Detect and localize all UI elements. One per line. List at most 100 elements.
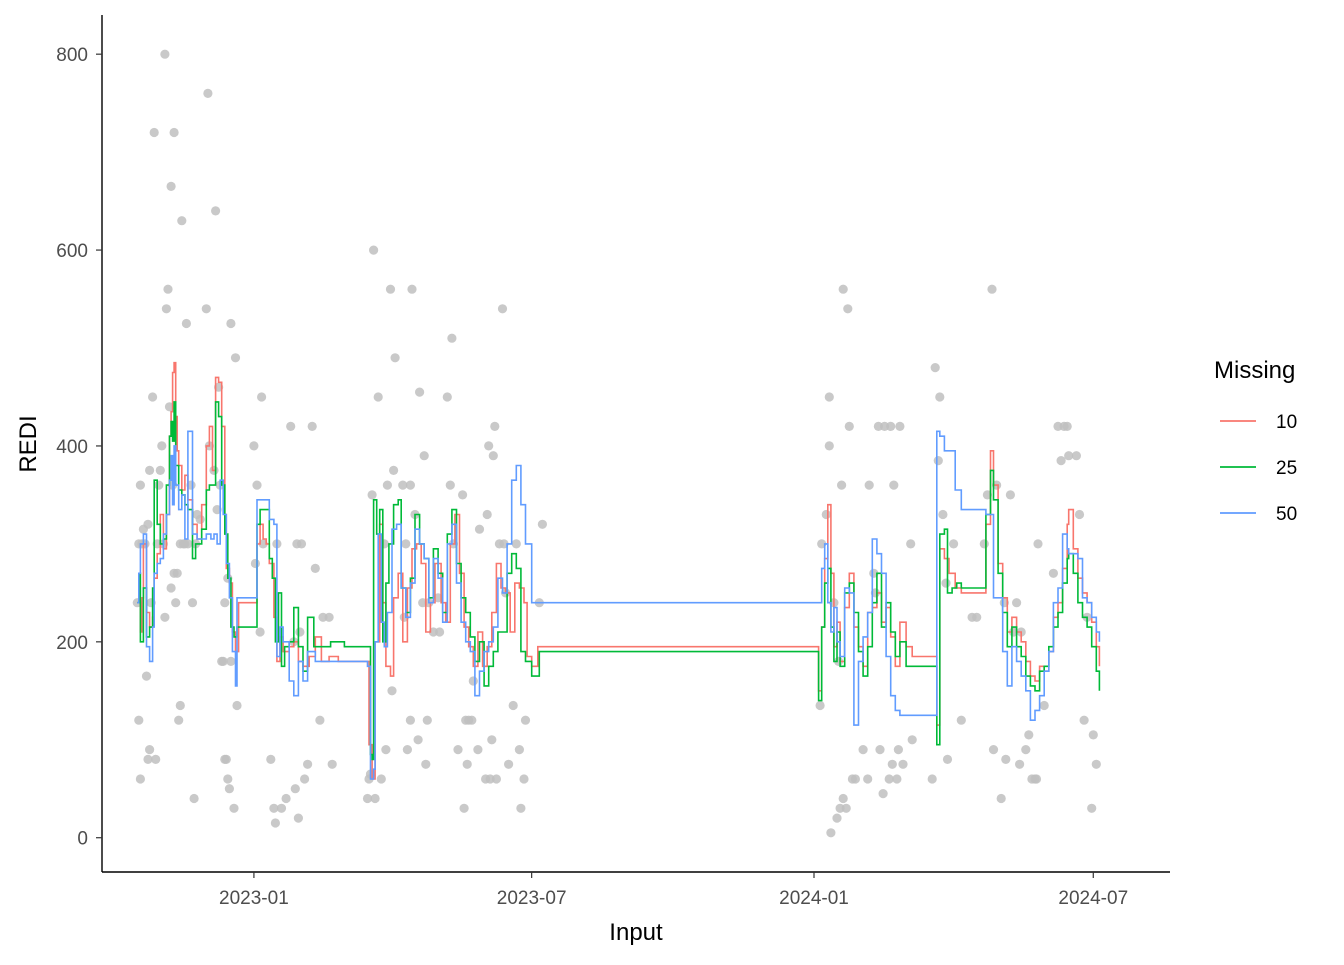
data-point <box>979 539 989 549</box>
data-point <box>369 245 379 255</box>
data-point <box>169 127 179 138</box>
data-point <box>930 363 940 373</box>
data-point <box>1021 745 1031 755</box>
y-tick-label: 600 <box>56 241 88 262</box>
data-point <box>157 441 167 451</box>
data-point <box>141 671 152 681</box>
data-point <box>487 735 497 745</box>
data-point <box>898 759 908 769</box>
data-point <box>942 754 953 765</box>
data-point <box>303 759 313 769</box>
data-point <box>1001 754 1011 765</box>
data-point <box>370 793 380 804</box>
data-point <box>249 441 259 451</box>
data-point <box>445 480 455 490</box>
data-point <box>467 715 477 725</box>
data-point <box>290 784 300 794</box>
data-point <box>1071 451 1081 461</box>
data-point <box>906 539 916 549</box>
data-point <box>385 284 396 294</box>
data-point <box>887 759 897 769</box>
data-point <box>171 598 181 608</box>
data-point <box>223 774 233 784</box>
data-point <box>864 480 874 490</box>
data-point <box>226 656 236 667</box>
data-point <box>491 774 501 784</box>
data-point <box>1079 715 1089 725</box>
data-point <box>474 524 485 534</box>
data-point <box>307 421 317 431</box>
data-point <box>889 480 899 490</box>
data-point <box>405 715 415 725</box>
data-point <box>459 803 469 813</box>
x-tick-label: 2023-01 <box>219 888 289 909</box>
data-point <box>892 774 902 784</box>
data-point <box>181 318 191 329</box>
data-point <box>324 612 334 622</box>
data-point <box>187 598 198 608</box>
data-point <box>421 759 431 769</box>
data-point <box>407 284 417 294</box>
data-point <box>203 88 213 98</box>
data-point <box>367 490 377 500</box>
data-point <box>211 206 221 216</box>
data-point <box>1088 730 1098 740</box>
data-point <box>520 715 531 725</box>
series-line-50 <box>137 430 1101 780</box>
data-point <box>257 392 267 402</box>
data-point <box>838 284 848 294</box>
data-point <box>1012 598 1022 608</box>
data-point <box>389 465 399 475</box>
data-point <box>824 392 834 402</box>
data-point <box>422 715 432 725</box>
data-point <box>376 774 386 784</box>
data-point <box>488 451 498 461</box>
data-point <box>935 392 945 402</box>
data-point <box>174 715 184 725</box>
data-point <box>362 793 373 804</box>
data-point <box>405 480 415 490</box>
data-point <box>143 754 153 765</box>
data-point <box>988 745 999 755</box>
data-point <box>266 754 276 765</box>
data-point <box>134 715 144 725</box>
y-tick-label: 0 <box>77 829 88 850</box>
data-point <box>511 539 521 549</box>
data-point <box>381 745 391 755</box>
data-point <box>519 774 529 784</box>
data-point <box>177 216 187 226</box>
data-point <box>987 284 997 294</box>
data-point <box>1031 774 1042 784</box>
x-axis-title: Input <box>609 919 663 946</box>
data-point <box>402 745 412 755</box>
data-point <box>442 392 452 402</box>
data-point <box>269 803 279 813</box>
data-point <box>508 700 518 711</box>
data-point <box>327 759 337 769</box>
legend-label-10: 10 <box>1276 412 1297 433</box>
y-tick-label: 400 <box>56 437 88 458</box>
data-point <box>843 304 853 314</box>
data-point <box>154 480 164 490</box>
data-point <box>504 759 514 769</box>
data-point <box>143 519 153 529</box>
data-point <box>250 558 260 569</box>
data-point <box>1005 490 1016 500</box>
data-point <box>1062 421 1072 431</box>
data-point <box>382 480 392 490</box>
x-tick-label: 2024-07 <box>1058 888 1128 909</box>
data-point <box>172 568 182 578</box>
data-point <box>1056 456 1066 466</box>
data-point <box>175 700 185 711</box>
y-tick-label: 800 <box>56 45 88 66</box>
data-point <box>941 578 951 588</box>
data-point <box>398 480 408 490</box>
data-point <box>938 509 948 520</box>
data-point <box>870 588 881 598</box>
data-point <box>490 421 500 431</box>
data-point <box>875 745 885 755</box>
data-point <box>826 828 836 838</box>
data-point <box>499 539 509 549</box>
